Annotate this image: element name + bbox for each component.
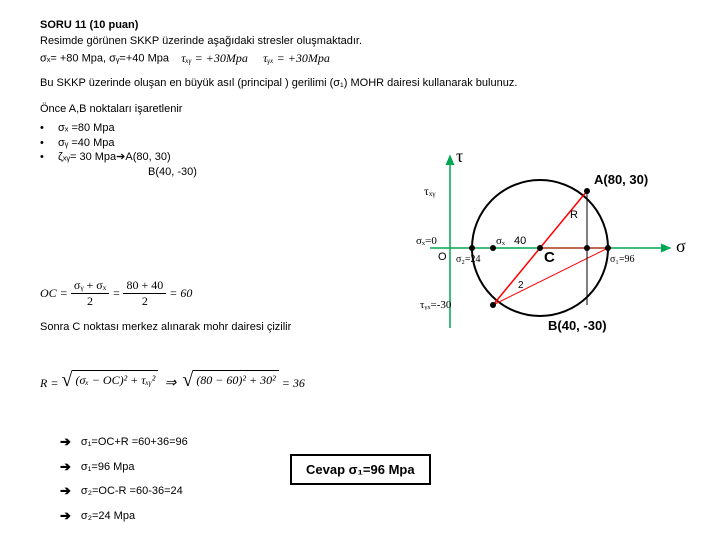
o-label: O	[438, 251, 447, 263]
point-b	[490, 302, 496, 308]
bullet-2: σᵧ =40 Mpa	[58, 136, 115, 151]
oc-den2: 2	[123, 294, 166, 309]
arrow-icon: ➔	[60, 479, 71, 504]
s1-label: σ₁=96	[610, 254, 635, 265]
question-title: SORU 11 (10 puan)	[40, 19, 138, 31]
b-label: B(40, -30)	[548, 318, 607, 333]
point-80	[584, 245, 590, 251]
sigma-label: σ	[676, 236, 686, 256]
oc-num: σᵧ + σₓ	[71, 278, 109, 294]
oc-formula: OC = σᵧ + σₓ2 = 80 + 402 = 60	[40, 278, 192, 309]
result-4: σ₂=24 Mpa	[81, 506, 135, 527]
r-rhs: = 36	[282, 376, 305, 391]
oc-eq1: =	[112, 286, 120, 301]
sx-label: σₓ	[496, 235, 506, 247]
bullet-3a: ζₓᵧ= 30 Mpa	[58, 150, 116, 165]
r-body1: (σₓ − OC)² + τₓᵧ²	[72, 370, 158, 390]
oc-lhs: OC =	[40, 286, 68, 301]
points-intro: Önce A,B noktaları işaretlenir	[40, 102, 680, 116]
oc-num2: 80 + 40	[123, 278, 166, 294]
oc-den: 2	[71, 294, 109, 309]
desc-line-3: Bu SKKP üzerinde oluşan en büyük asıl (p…	[40, 76, 680, 90]
r-arrow-icon: ⇒	[164, 375, 176, 392]
point-s1	[605, 245, 611, 251]
sonra-text: Sonra C noktası merkez alınarak mohr dai…	[40, 320, 291, 334]
desc-line-1: Resimde görünen SKKP üzerinde aşağıdaki …	[40, 34, 680, 48]
point-c	[537, 245, 543, 251]
result-3: σ₂=OC-R =60-36=24	[81, 481, 183, 502]
r-lhs: R =	[40, 376, 58, 391]
bullet-1: σₓ =80 Mpa	[58, 121, 115, 136]
arrow-icon: ➔	[60, 455, 71, 480]
point-s2	[469, 245, 475, 251]
forty-label: 40	[514, 235, 526, 247]
tau-yx-formula: τᵧₓ = +30Mpa	[263, 51, 330, 67]
arrow-icon: ➔	[60, 430, 71, 455]
two-label: 2	[518, 280, 524, 291]
txy-label: τₓᵧ	[424, 184, 436, 198]
arrow-icon: ➔	[60, 504, 71, 529]
results-block: ➔ σ₁=OC+R =60+36=96 ➔ σ₁=96 Mpa ➔ σ₂=OC-R =…	[60, 430, 188, 529]
result-2: σ₁=96 Mpa	[81, 457, 135, 478]
tau-xy-formula: τₓᵧ = +30Mpa	[181, 51, 248, 67]
tyx-label: τᵧₓ=-30	[420, 299, 452, 311]
result-1: σ₁=OC+R =60+36=96	[81, 432, 188, 453]
tau-label: τ	[456, 148, 463, 166]
point-a	[584, 188, 590, 194]
answer-box: Cevap σ₁=96 Mpa	[290, 454, 431, 485]
r-formula: R = √(σₓ − OC)² + τₓᵧ² ⇒ √(80 − 60)² + 3…	[40, 370, 305, 392]
mohr-circle-diagram: τ σ A(80, 30) B(40, -30) τₓᵧ τᵧₓ=-30 σₓ=…	[370, 148, 700, 348]
r-label: R	[570, 209, 578, 221]
sigma-values: σₓ= +80 Mpa, σᵧ=+40 Mpa	[40, 52, 169, 64]
r-body2: (80 − 60)² + 30²	[193, 370, 278, 390]
bullet-4: B(40, -30)	[148, 165, 197, 180]
arrow-icon: ➔	[116, 150, 125, 165]
bullet-3b: A(80, 30)	[125, 150, 170, 165]
a-label: A(80, 30)	[594, 172, 648, 187]
c-label: C	[544, 249, 555, 266]
oc-rhs: = 60	[169, 286, 192, 301]
sx0-label: σₓ=0	[416, 235, 437, 247]
s2-label: σ₂=24	[456, 254, 481, 265]
